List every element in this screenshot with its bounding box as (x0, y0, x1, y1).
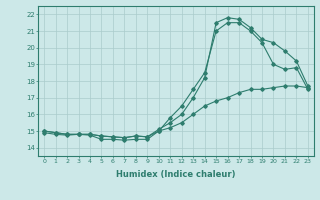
X-axis label: Humidex (Indice chaleur): Humidex (Indice chaleur) (116, 170, 236, 179)
